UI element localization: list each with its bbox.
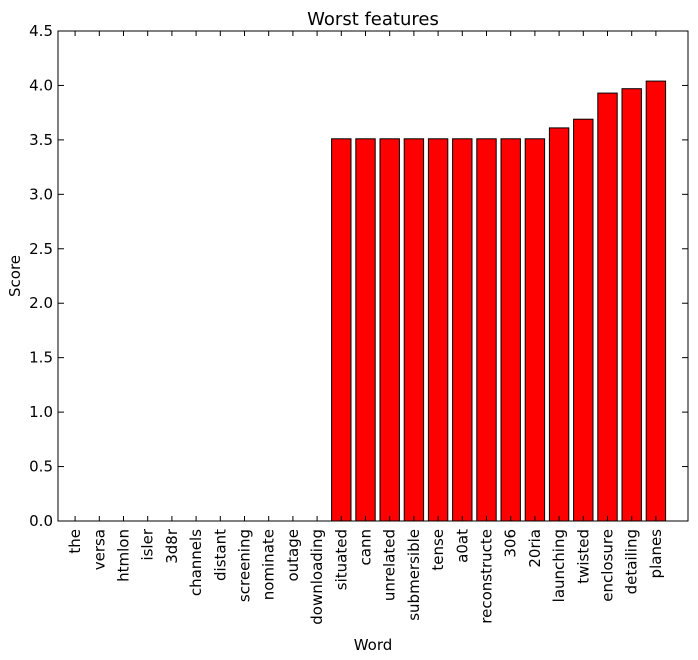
bar (548, 127, 570, 522)
y-axis: 0.0 0.5 1.0 1.5 2.0 2.5 3.0 3.5 4.0 4.5 (29, 22, 688, 530)
x-tick-label: nominate (260, 529, 278, 600)
x-tick-label: enclosure (599, 529, 617, 602)
x-tick-label: isler (139, 528, 157, 560)
bar (379, 138, 400, 522)
bar (355, 138, 376, 522)
x-tick-label: distant (211, 529, 229, 581)
y-tick-label: 3.0 (29, 185, 53, 203)
bar (573, 118, 594, 522)
x-tick-label: cann (357, 529, 375, 565)
x-tick-label: 306 (502, 529, 520, 558)
y-tick-label: 0.0 (29, 512, 53, 530)
plot-frame (57, 30, 689, 522)
x-tick-label: reconstructe (478, 529, 496, 624)
bar (621, 88, 642, 522)
x-tick-label: tense (429, 529, 447, 571)
chart-title: Worst features (307, 9, 439, 30)
x-tick-label: planes (647, 529, 665, 579)
x-axis-label: Word (354, 636, 393, 654)
y-tick-label: 2.5 (29, 240, 53, 258)
x-tick-label: 20ria (526, 529, 544, 568)
x-tick-label: a0at (453, 529, 471, 563)
bar (476, 138, 497, 522)
y-tick-label: 1.0 (29, 403, 53, 421)
bar (500, 138, 521, 522)
bar (452, 138, 473, 522)
bar (331, 138, 352, 522)
x-tick-label: channels (187, 529, 205, 596)
x-tick-label: htmlon (115, 529, 133, 582)
x-axis: the versa htmlon isler 3d8r channels distant sc… (66, 31, 665, 625)
y-tick-label: 3.5 (29, 131, 53, 149)
x-tick-label: unrelated (381, 529, 399, 601)
y-tick-label: 0.5 (29, 458, 53, 476)
y-tick-label: 1.5 (29, 349, 53, 367)
bar (597, 92, 618, 522)
x-tick-label: 3d8r (163, 528, 181, 564)
x-tick-label: screening (236, 529, 254, 602)
x-tick-label: twisted (574, 529, 592, 584)
x-tick-label: detailing (623, 529, 641, 594)
x-tick-label: downloading (308, 529, 326, 625)
y-tick-label: 4.0 (29, 76, 53, 94)
bar (645, 80, 667, 522)
x-tick-label: the (66, 529, 84, 554)
y-tick-label: 2.0 (29, 294, 53, 312)
bar (427, 138, 449, 522)
x-tick-label: situated (332, 529, 350, 590)
x-tick-label: submersible (405, 529, 423, 621)
x-tick-label: outage (284, 529, 302, 582)
bar (524, 138, 546, 522)
y-axis-label: Score (6, 255, 24, 297)
bars-group (331, 80, 667, 522)
bar (403, 138, 425, 522)
x-tick-label: launching (550, 529, 568, 602)
y-tick-label: 4.5 (29, 22, 53, 40)
x-tick-label: versa (90, 529, 108, 570)
